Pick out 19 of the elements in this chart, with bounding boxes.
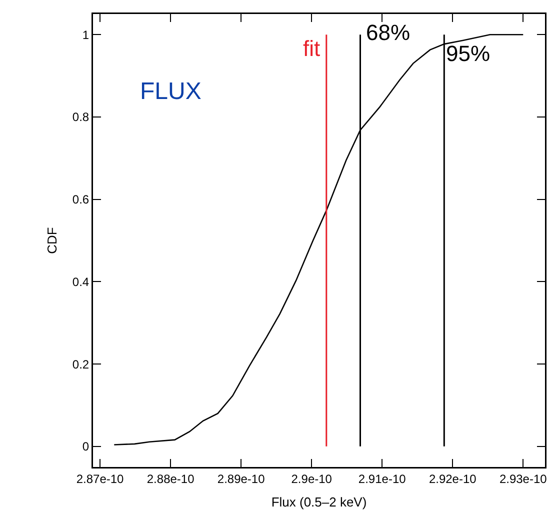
y-axis-title: CDF	[44, 227, 60, 254]
y-tick-label: 0.4	[72, 274, 90, 289]
x-tick-label: 2.89e-10	[217, 472, 266, 486]
y-tick-label: 0.2	[72, 357, 90, 372]
annotation: FLUX	[140, 78, 202, 105]
annotation: 68%	[366, 20, 410, 45]
x-tick-label: 2.91e-10	[358, 472, 406, 486]
x-axis-title: Flux (0.5–2 keV)	[271, 494, 367, 510]
annotation: fit	[303, 36, 320, 61]
y-tick-label: 0.6	[72, 192, 90, 207]
y-tick-label: 0	[82, 440, 90, 454]
y-tick-label: 0.8	[72, 110, 90, 124]
x-tick-label: 2.92e-10	[428, 472, 477, 486]
x-tick-label: 2.88e-10	[146, 472, 195, 486]
x-tick-label: 2.9e-10	[291, 472, 332, 486]
x-tick-label: 2.87e-10	[76, 472, 124, 486]
x-tick-label: 2.93e-10	[499, 472, 548, 486]
y-tick-label: 1	[82, 28, 90, 42]
annotation: 95%	[446, 41, 490, 66]
